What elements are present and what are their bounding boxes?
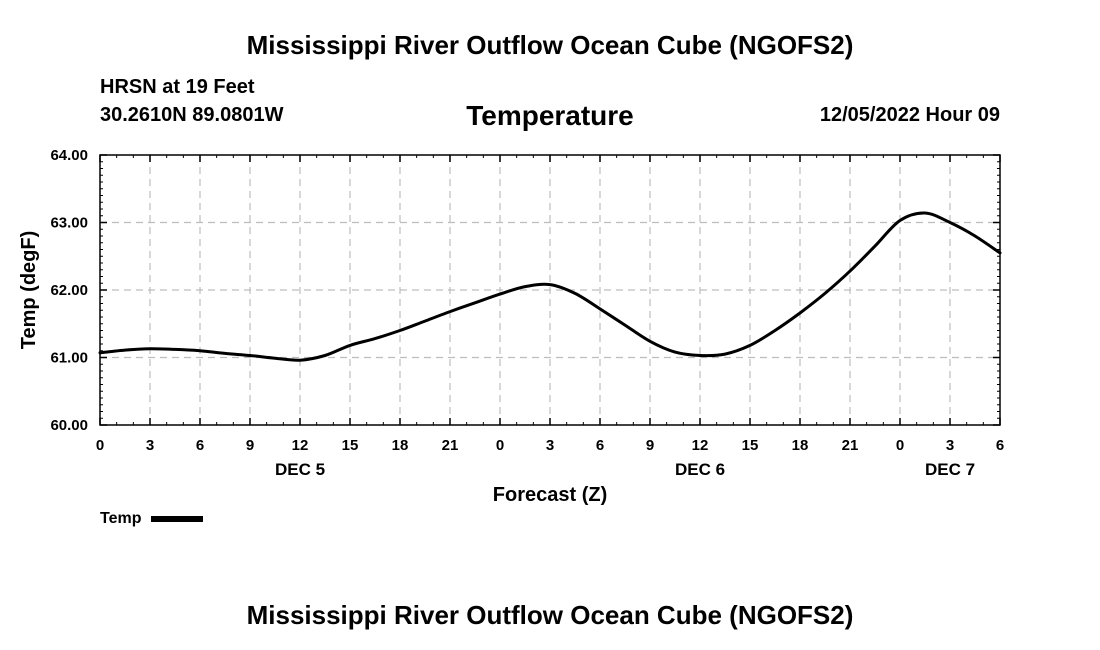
grid-layer <box>100 155 1000 425</box>
page-title: Mississippi River Outflow Ocean Cube (NG… <box>246 30 854 60</box>
legend-label-temp: Temp <box>100 510 142 527</box>
x-tick-label: 12 <box>292 437 309 454</box>
station-coordinates: 30.2610N 89.0801W <box>100 104 284 126</box>
x-tick-label: 18 <box>792 437 809 454</box>
y-tick-label: 60.00 <box>50 417 88 434</box>
x-tick-label: 9 <box>646 437 654 454</box>
x-tick-label: 12 <box>692 437 709 454</box>
x-tick-label: 21 <box>442 437 459 454</box>
y-axis-title: Temp (degF) <box>18 231 40 350</box>
temp-series-line <box>98 211 1002 362</box>
legend-swatch-temp <box>151 516 204 522</box>
station-name: HRSN at 19 Feet <box>100 76 255 98</box>
x-tick-label: 15 <box>342 437 359 454</box>
x-tick-label: 3 <box>946 437 954 454</box>
y-tick-label: 64.00 <box>50 147 88 164</box>
x-tick-label: 3 <box>146 437 154 454</box>
x-tick-label: 0 <box>496 437 504 454</box>
footer-title: Mississippi River Outflow Ocean Cube (NG… <box>246 600 854 630</box>
forecast-timestamp: 12/05/2022 Hour 09 <box>819 104 1000 126</box>
day-label: DEC 6 <box>675 460 725 479</box>
x-tick-label: 0 <box>896 437 904 454</box>
x-tick-label: 6 <box>196 437 204 454</box>
x-tick-label: 6 <box>996 437 1004 454</box>
x-tick-label: 18 <box>392 437 409 454</box>
y-tick-label: 63.00 <box>50 215 88 232</box>
x-tick-label: 9 <box>246 437 254 454</box>
x-axis-title: Forecast (Z) <box>493 484 607 506</box>
x-tick-label: 3 <box>546 437 554 454</box>
x-tick-label: 21 <box>842 437 859 454</box>
label-layer: 0 3 6 9 12 15 18 21 0 3 6 9 12 15 18 21 0 3 6 60.00 61.00 62.… <box>50 147 1004 479</box>
day-label: DEC 5 <box>275 460 325 479</box>
chart-title: Temperature <box>466 100 634 131</box>
tick-layer <box>99 154 1001 426</box>
chart-legend: Temp <box>100 510 204 528</box>
y-tick-label: 61.00 <box>50 350 88 367</box>
x-tick-label: 6 <box>596 437 604 454</box>
x-tick-label: 0 <box>96 437 104 454</box>
day-label: DEC 7 <box>925 460 975 479</box>
x-tick-label: 15 <box>742 437 759 454</box>
y-tick-label: 62.00 <box>50 282 88 299</box>
